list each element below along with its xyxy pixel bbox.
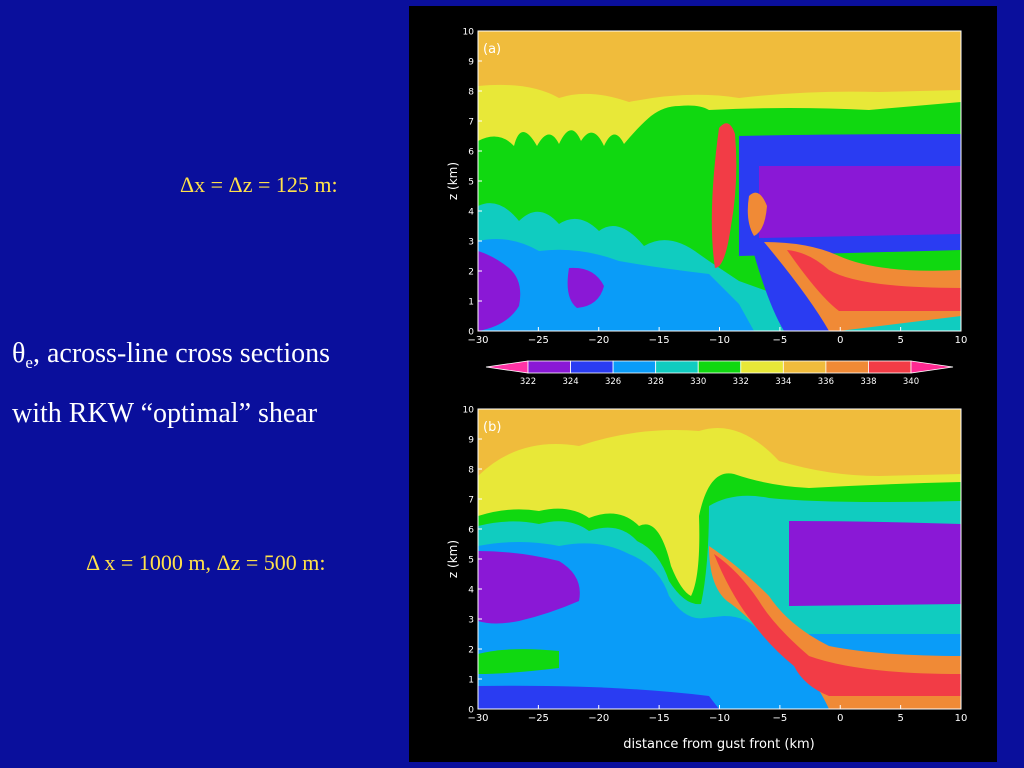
colorbar-swatch [740, 360, 784, 374]
figure-panel: (a) (b) z (km) z (km) distance from gust… [409, 6, 997, 762]
y-tick-label: 10 [463, 406, 475, 416]
y-tick-label: 1 [468, 676, 474, 686]
colorbar-tick-label: 328 [648, 377, 664, 387]
y-tick-label: 3 [468, 616, 474, 626]
b-field-red-band [714, 554, 961, 696]
slide-title-line2: with RKW “optimal” shear [12, 398, 318, 429]
x-tick-label: 5 [897, 335, 903, 346]
colorbar-tick-label: 330 [690, 377, 706, 387]
colorbar-tick-label: 322 [520, 377, 536, 387]
x-tick-label: −30 [467, 713, 488, 724]
slide-title-line1: θe, across-line cross sections [12, 338, 330, 373]
y-tick-label: 7 [468, 118, 474, 128]
y-tick-label: 2 [468, 646, 474, 656]
x-tick-label: −15 [649, 335, 670, 346]
x-tick-label: −10 [709, 713, 730, 724]
colorbar-tick-label: 334 [775, 377, 791, 387]
a-field-blue [478, 238, 754, 331]
title-rest: , across-line cross sections [32, 338, 331, 369]
y-tick-label: 4 [468, 586, 474, 596]
colorbar-tick-label: 332 [733, 377, 749, 387]
theta-subscript: e [25, 353, 33, 372]
a-field-updraft-tower-2 [747, 192, 767, 236]
x-tick-label: −25 [528, 713, 549, 724]
colorbar-swatch [697, 360, 742, 374]
panel-a-ylabel: z (km) [446, 162, 460, 200]
x-tick-label: −15 [649, 713, 670, 724]
panel-a-field [478, 31, 961, 331]
b-field-orange-band [709, 546, 961, 709]
y-tick-label: 9 [468, 58, 474, 68]
colorbar-tick-label: 324 [562, 377, 578, 387]
colorbar-swatch [782, 360, 827, 374]
a-field-updraft-tower [711, 123, 737, 268]
x-tick-label: −5 [773, 713, 788, 724]
x-tick-label: 0 [837, 713, 843, 724]
y-tick-label: 6 [468, 526, 474, 536]
a-field-purple [478, 251, 604, 331]
x-tick-label: 5 [897, 713, 903, 724]
colorbar-swatch [570, 360, 614, 374]
resolution-label-b: Δ x = 1000 m, Δz = 500 m: [86, 550, 326, 575]
y-tick-label: 8 [468, 466, 474, 476]
a-field-upper-purple [759, 166, 961, 238]
y-tick-label: 4 [468, 208, 474, 218]
y-tick-label: 3 [468, 238, 474, 248]
y-tick-label: 5 [468, 178, 474, 188]
resolution-label-a: Δx = Δz = 125 m: [180, 172, 338, 197]
colorbar-tick-label: 340 [903, 377, 919, 387]
colorbar-tick-label: 336 [818, 377, 834, 387]
colorbar-swatch [527, 360, 571, 374]
x-tick-label: −30 [467, 335, 488, 346]
y-tick-label: 2 [468, 268, 474, 278]
colorbar-swatch [612, 360, 657, 374]
y-tick-label: 0 [468, 328, 474, 338]
y-tick-label: 10 [463, 28, 475, 38]
x-tick-label: −10 [709, 335, 730, 346]
colorbar-swatch [868, 360, 912, 374]
b-field-green-band [478, 649, 559, 674]
panel-b-xlabel: distance from gust front (km) [623, 737, 815, 752]
x-tick-label: 10 [955, 335, 968, 346]
a-field-red-band [787, 250, 961, 311]
y-tick-label: 0 [468, 706, 474, 716]
x-tick-label: −25 [528, 335, 549, 346]
y-tick-label: 9 [468, 436, 474, 446]
b-field-lower-blue [478, 685, 719, 709]
colorbar-tick-label: 338 [860, 377, 876, 387]
x-tick-label: 10 [955, 713, 968, 724]
x-tick-label: −20 [588, 713, 609, 724]
x-tick-label: 0 [837, 335, 843, 346]
y-tick-label: 8 [468, 88, 474, 98]
colorbar-swatch [655, 360, 699, 374]
y-tick-label: 5 [468, 556, 474, 566]
x-tick-label: −5 [773, 335, 788, 346]
y-tick-label: 7 [468, 496, 474, 506]
panel-b-ylabel: z (km) [446, 540, 460, 578]
theta-symbol: θ [12, 338, 26, 369]
x-tick-label: −20 [588, 335, 609, 346]
colorbar-tick-label: 326 [605, 377, 621, 387]
panel-a-label: (a) [483, 42, 501, 57]
colorbar: 322 324 326 328 330 332 334 336 338 340 [485, 360, 954, 387]
y-tick-label: 1 [468, 298, 474, 308]
y-tick-label: 6 [468, 148, 474, 158]
b-field-purple [478, 521, 961, 624]
colorbar-swatch [825, 360, 869, 374]
panel-b-field [478, 409, 961, 709]
colorbar-swatch [910, 360, 954, 374]
panel-b-label: (b) [483, 420, 501, 435]
